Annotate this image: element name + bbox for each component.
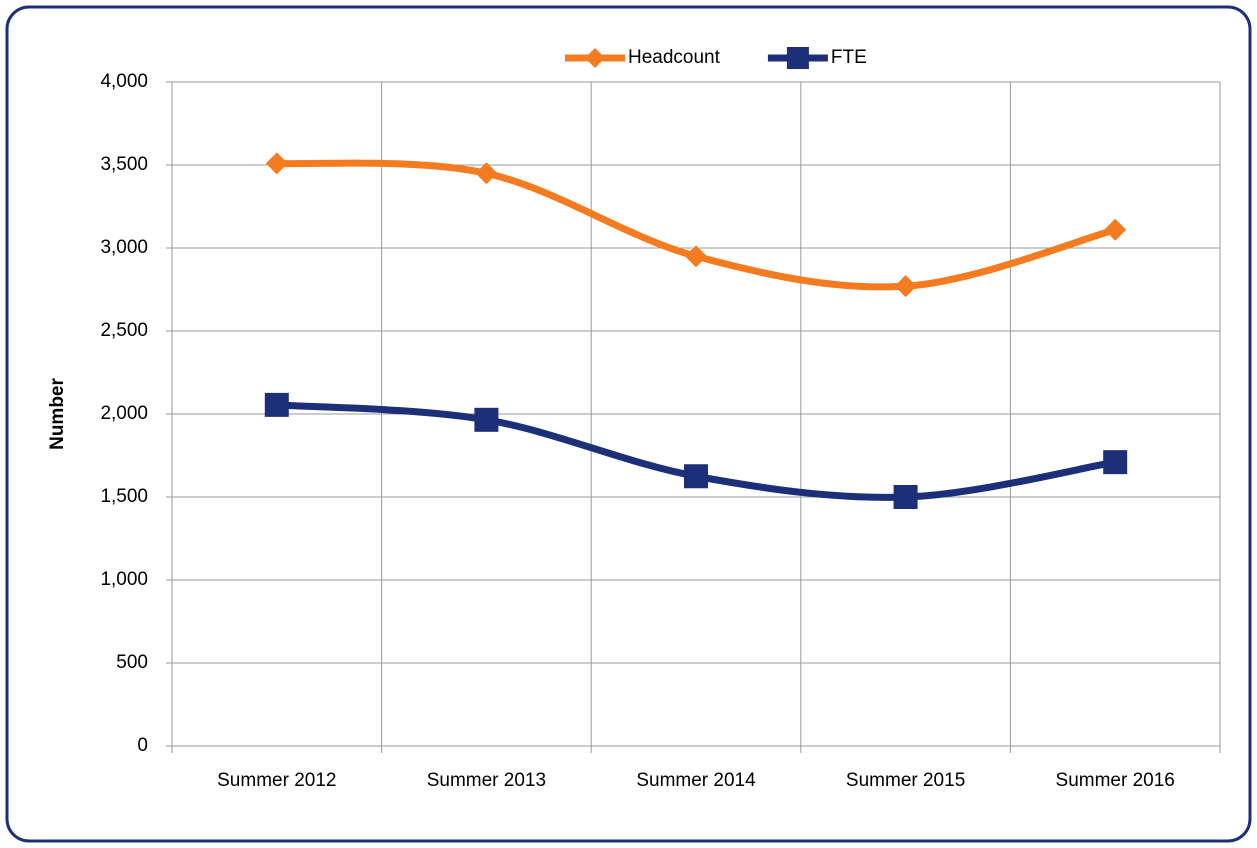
marker	[585, 48, 605, 68]
marker	[1103, 450, 1128, 475]
y-tick-label: 500	[116, 652, 148, 673]
x-tick-label: Summer 2014	[636, 770, 756, 791]
y-tick-label: 1,500	[100, 486, 148, 507]
x-tick-label: Summer 2015	[846, 770, 965, 791]
y-axis-title: Number	[47, 378, 68, 450]
y-tick-label: 3,000	[100, 237, 148, 258]
y-tick-label: 2,500	[100, 320, 148, 341]
chart-frame	[5, 5, 1252, 843]
x-tick-label: Summer 2012	[217, 770, 336, 791]
y-tick-label: 4,000	[100, 71, 148, 92]
marker	[685, 245, 707, 268]
marker	[474, 407, 499, 432]
y-tick-label: 1,000	[100, 569, 148, 590]
y-tick-label: 0	[137, 735, 148, 756]
marker	[684, 464, 708, 489]
marker	[893, 485, 918, 509]
x-tick-label: Summer 2013	[427, 770, 546, 791]
marker	[786, 47, 809, 69]
legend-label: FTE	[831, 47, 867, 68]
marker	[894, 275, 917, 298]
marker	[265, 152, 288, 175]
marker	[264, 392, 289, 417]
y-tick-label: 2,000	[100, 403, 148, 424]
legend-label: Headcount	[628, 47, 721, 68]
marker	[1104, 218, 1127, 241]
y-tick-label: 3,500	[100, 154, 148, 175]
marker	[475, 162, 498, 185]
x-tick-label: Summer 2016	[1056, 770, 1175, 791]
